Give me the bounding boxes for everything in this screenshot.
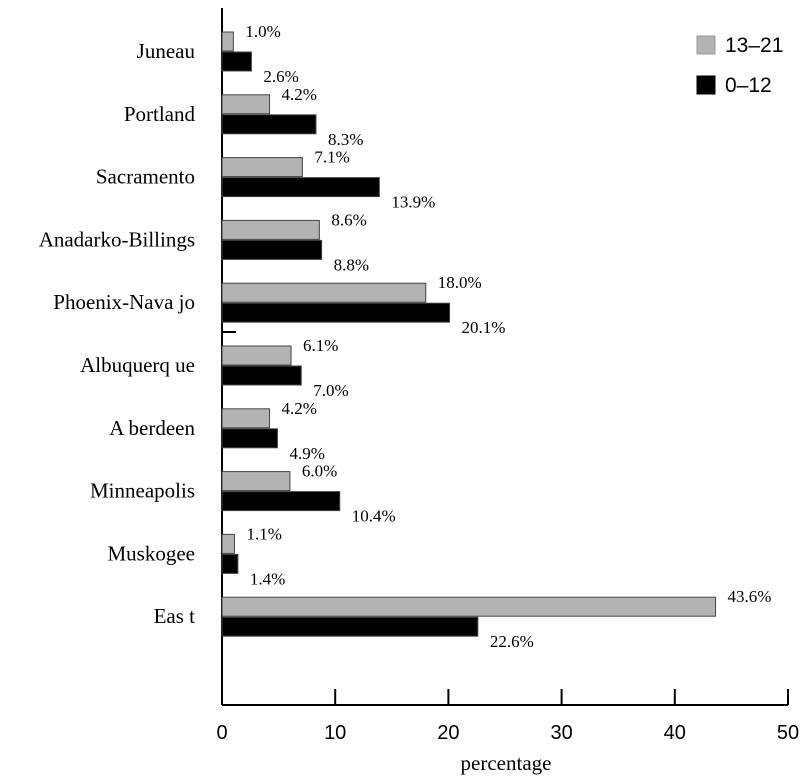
bar-age-0-12 bbox=[221, 616, 479, 637]
bar-age-13-21 bbox=[221, 282, 427, 303]
data-label: 8.8% bbox=[334, 255, 369, 274]
data-label: 2.6% bbox=[263, 67, 298, 86]
data-label: 1.4% bbox=[250, 569, 285, 588]
data-label: 4.2% bbox=[282, 399, 317, 418]
category-label: Eas t bbox=[154, 604, 196, 628]
x-tick-label: 40 bbox=[664, 722, 686, 744]
data-label: 4.2% bbox=[282, 85, 317, 104]
bar-age-0-12 bbox=[221, 51, 252, 72]
category-label: Albuquerq ue bbox=[80, 353, 195, 377]
bar-age-13-21 bbox=[221, 408, 271, 429]
data-label: 6.1% bbox=[303, 336, 338, 355]
bar-age-0-12 bbox=[221, 491, 341, 512]
bar-age-13-21 bbox=[221, 31, 234, 52]
legend-swatch bbox=[696, 35, 716, 55]
x-tick-label: 50 bbox=[777, 722, 799, 744]
data-label: 18.0% bbox=[438, 273, 482, 292]
data-label: 20.1% bbox=[462, 318, 506, 337]
bar-age-13-21 bbox=[221, 345, 292, 366]
legend-label: 0–12 bbox=[725, 74, 772, 97]
category-label: A berdeen bbox=[109, 416, 195, 440]
bar-age-0-12 bbox=[221, 239, 323, 260]
data-label: 13.9% bbox=[391, 193, 435, 212]
bar-age-0-12 bbox=[221, 114, 317, 135]
bar-age-13-21 bbox=[221, 94, 271, 115]
category-label: Juneau bbox=[137, 39, 196, 63]
bar-age-0-12 bbox=[221, 302, 451, 323]
bar-age-0-12 bbox=[221, 365, 302, 386]
data-label: 7.1% bbox=[314, 148, 349, 167]
x-tick-label: 10 bbox=[324, 722, 346, 744]
legend-label: 13–21 bbox=[725, 34, 783, 57]
bar-age-0-12 bbox=[221, 428, 278, 449]
data-label: 4.9% bbox=[289, 444, 324, 463]
data-label: 43.6% bbox=[728, 587, 772, 606]
bar-age-0-12 bbox=[221, 553, 239, 574]
data-label: 1.1% bbox=[246, 524, 281, 543]
x-axis-title: percentage bbox=[461, 751, 552, 775]
category-label: Anadarko-Billings bbox=[39, 227, 195, 251]
data-label: 22.6% bbox=[490, 632, 534, 651]
bar-age-13-21 bbox=[221, 157, 303, 178]
category-label: Portland bbox=[124, 102, 196, 126]
data-label: 8.3% bbox=[328, 130, 363, 149]
bar-age-13-21 bbox=[221, 533, 235, 554]
data-label: 6.0% bbox=[302, 462, 337, 481]
data-label: 1.0% bbox=[245, 22, 280, 41]
data-label: 7.0% bbox=[313, 381, 348, 400]
x-tick-label: 20 bbox=[437, 722, 459, 744]
legend-swatch bbox=[696, 75, 716, 95]
x-tick-label: 0 bbox=[216, 722, 227, 744]
category-label: Muskogee bbox=[108, 541, 196, 565]
category-label: Phoenix-Nava jo bbox=[53, 290, 195, 314]
data-label: 8.6% bbox=[331, 210, 366, 229]
bar-age-13-21 bbox=[221, 471, 291, 492]
data-label: 10.4% bbox=[352, 507, 396, 526]
bar-age-13-21 bbox=[221, 219, 320, 240]
bar-age-13-21 bbox=[221, 596, 717, 617]
x-tick-label: 30 bbox=[550, 722, 572, 744]
category-label: Minneapolis bbox=[90, 479, 195, 503]
bar-age-0-12 bbox=[221, 177, 380, 198]
category-label: Sacramento bbox=[96, 165, 195, 189]
